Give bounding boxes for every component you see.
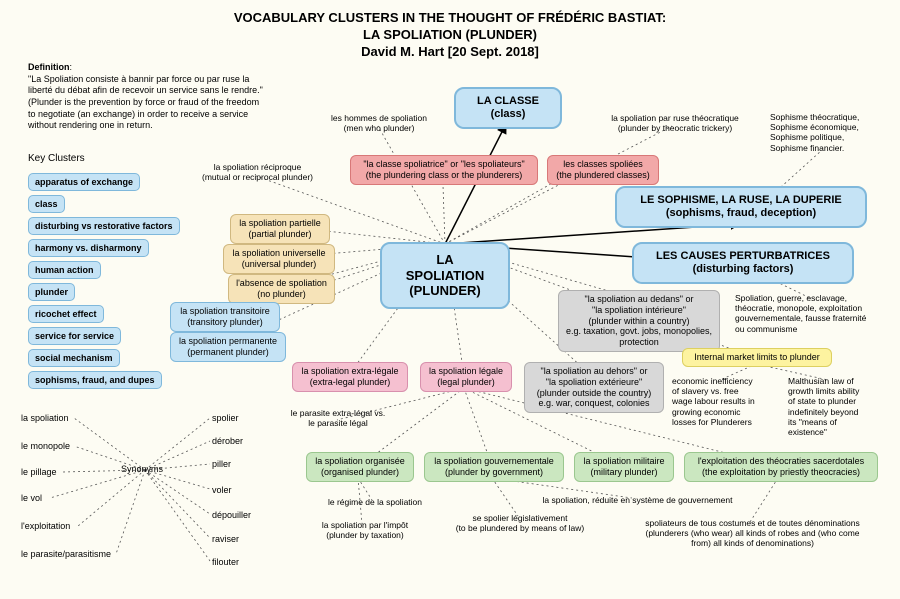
annotation-note: se spolier législativement (to be plunde…: [442, 513, 598, 533]
concept-node: la spoliation transitoire (transitory pl…: [170, 302, 280, 332]
center-node: LA SPOLIATION(PLUNDER): [380, 242, 510, 309]
synonym-term: filouter: [212, 557, 239, 567]
title-block: VOCABULARY CLUSTERS IN THE THOUGHT OF FR…: [0, 10, 900, 61]
synonym-term: voler: [212, 485, 232, 495]
definition-label: Definition: [28, 62, 70, 72]
concept-node: l'exploitation des théocraties sacerdota…: [684, 452, 878, 482]
key-clusters-heading: Key Clusters: [28, 153, 85, 164]
key-cluster-item: ricochet effect: [28, 305, 104, 323]
title-line-1: VOCABULARY CLUSTERS IN THE THOUGHT OF FR…: [0, 10, 900, 27]
concept-node: "la classe spoliatrice" or "les spoliate…: [350, 155, 538, 185]
synonym-term: spolier: [212, 413, 239, 423]
synonym-term: dérober: [212, 436, 243, 446]
major-node: LA CLASSE(class): [454, 87, 562, 129]
key-cluster-item: human action: [28, 261, 101, 279]
annotation-note: Sophisme théocratique, Sophisme économiq…: [770, 112, 880, 153]
annotation-note: le parasite extra-légal vs. le parasite …: [278, 408, 398, 428]
concept-node: les classes spoliées (the plundered clas…: [547, 155, 659, 185]
concept-node: la spoliation permanente (permanent plun…: [170, 332, 286, 362]
synonym-term: le vol: [21, 493, 42, 503]
concept-node: l'absence de spoliation (no plunder): [228, 274, 335, 304]
annotation-note: Spoliation, guerre, esclavage, théocrati…: [735, 293, 890, 334]
concept-node: "la spoliation au dedans" or "la spoliat…: [558, 290, 720, 352]
annotation-note: la spoliation par ruse théocratique (plu…: [600, 113, 750, 133]
key-cluster-item: apparatus of exchange: [28, 173, 140, 191]
synonym-term: le monopole: [21, 441, 70, 451]
annotation-note: economic inefficiency of slavery vs. fre…: [672, 376, 772, 427]
annotation-note: la spoliation, réduite en système de gou…: [530, 495, 745, 505]
synonym-term: raviser: [212, 534, 239, 544]
concept-node: la spoliation universelle (universal plu…: [223, 244, 335, 274]
definition-body: : "La Spoliation consiste à bannir par f…: [28, 62, 263, 130]
concept-node: la spoliation partielle (partial plunder…: [230, 214, 330, 244]
synonym-term: le parasite/parasitisme: [21, 549, 111, 559]
concept-node: la spoliation gouvernementale (plunder b…: [424, 452, 564, 482]
title-line-3: David M. Hart [20 Sept. 2018]: [0, 44, 900, 61]
key-cluster-item: class: [28, 195, 65, 213]
synonym-term: la spoliation: [21, 413, 69, 423]
major-node: LES CAUSES PERTURBATRICES(disturbing fac…: [632, 242, 854, 284]
key-cluster-item: plunder: [28, 283, 75, 301]
key-cluster-item: disturbing vs restorative factors: [28, 217, 180, 235]
annotation-note: le régime de la spoliation: [315, 497, 435, 507]
key-cluster-item: service for service: [28, 327, 121, 345]
key-cluster-item: harmony vs. disharmony: [28, 239, 149, 257]
key-cluster-item: sophisms, fraud, and dupes: [28, 371, 162, 389]
synonym-term: dépouiller: [212, 510, 251, 520]
concept-node: "la spoliation au dehors" or "la spoliat…: [524, 362, 664, 413]
concept-node: la spoliation légale (legal plunder): [420, 362, 512, 392]
synonyms-label: Synonyms: [121, 464, 163, 474]
synonym-term: l'exploitation: [21, 521, 70, 531]
annotation-note: Malthusian law of growth limits ability …: [788, 376, 878, 437]
annotation-note: la spoliation par l'impôt (plunder by ta…: [310, 520, 420, 540]
synonym-term: piller: [212, 459, 231, 469]
concept-node: la spoliation organisée (organised plund…: [306, 452, 414, 482]
concept-node: Internal market limits to plunder: [682, 348, 832, 367]
key-cluster-item: social mechanism: [28, 349, 120, 367]
annotation-note: les hommes de spoliation (men who plunde…: [320, 113, 438, 133]
concept-node: la spoliation militaire (military plunde…: [574, 452, 674, 482]
concept-node: la spoliation extra-légale (extra-legal …: [292, 362, 408, 392]
major-node: LE SOPHISME, LA RUSE, LA DUPERIE(sophism…: [615, 186, 867, 228]
annotation-note: la spoliation réciproque (mutual or reci…: [190, 162, 325, 182]
synonym-term: le pillage: [21, 467, 57, 477]
definition-block: Definition: "La Spoliation consiste à ba…: [28, 62, 263, 132]
title-line-2: LA SPOLIATION (PLUNDER): [0, 27, 900, 44]
annotation-note: spoliateurs de tous costumes et de toute…: [625, 518, 880, 549]
